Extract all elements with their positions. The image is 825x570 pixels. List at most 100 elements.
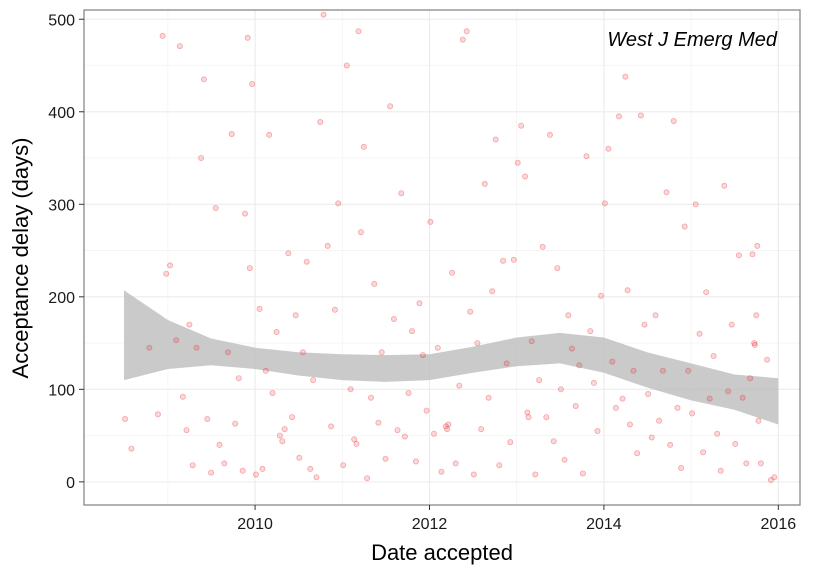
data-point [364, 475, 371, 482]
data-point [587, 328, 594, 335]
data-point [601, 200, 608, 207]
data-point [751, 340, 758, 347]
data-point [678, 464, 685, 471]
data-point [605, 145, 612, 152]
data-point [496, 462, 503, 469]
data-point [259, 465, 266, 472]
data-point [232, 420, 239, 427]
data-point [624, 287, 631, 294]
confidence-ribbon [124, 290, 779, 425]
data-point [331, 306, 338, 313]
data-point [478, 426, 485, 433]
data-point [710, 352, 717, 359]
data-point [747, 375, 754, 382]
data-point [353, 440, 360, 447]
data-point [550, 438, 557, 445]
data-point [269, 389, 276, 396]
data-point [310, 377, 317, 384]
data-point [256, 305, 263, 312]
y-tick-label: 300 [48, 197, 75, 214]
y-tick-label: 100 [48, 382, 75, 399]
data-point [228, 130, 235, 137]
data-point [725, 388, 732, 395]
data-point [367, 394, 374, 401]
data-point [771, 474, 778, 481]
data-point [583, 153, 590, 160]
data-point [739, 394, 746, 401]
data-point [557, 386, 564, 393]
data-point [239, 467, 246, 474]
data-point [303, 258, 310, 265]
data-point [652, 312, 659, 319]
data-point [670, 118, 677, 125]
data-point [299, 349, 306, 356]
y-axis: 0 100 200 300 400 500 [48, 12, 84, 492]
data-point [721, 182, 728, 189]
data-point [692, 201, 699, 208]
data-point [753, 312, 760, 319]
data-point [554, 265, 561, 272]
data-point [536, 377, 543, 384]
x-axis-title: Date accepted [371, 540, 513, 565]
x-tick-label: 2016 [761, 516, 797, 533]
data-point [378, 349, 385, 356]
data-point [189, 462, 196, 469]
data-point [612, 404, 619, 411]
y-tick-label: 200 [48, 290, 75, 307]
data-point [405, 389, 412, 396]
data-point [500, 257, 507, 264]
data-point [122, 415, 129, 422]
data-point [423, 407, 430, 414]
data-point [532, 471, 539, 478]
data-point [173, 337, 180, 344]
data-point [208, 469, 215, 476]
data-point [755, 417, 762, 424]
data-point [176, 43, 183, 50]
data-point [235, 375, 242, 382]
data-point [689, 410, 696, 417]
data-point [470, 471, 477, 478]
data-point [626, 421, 633, 428]
data-point [459, 36, 466, 43]
data-point [285, 250, 292, 257]
data-point [732, 440, 739, 447]
y-tick-label: 500 [48, 12, 75, 29]
data-point [244, 34, 251, 41]
data-point [212, 204, 219, 211]
data-point [444, 426, 451, 433]
data-point [456, 382, 463, 389]
data-point [767, 476, 774, 483]
data-point [375, 419, 382, 426]
data-point [225, 349, 232, 356]
data-point [659, 367, 666, 374]
data-point [307, 465, 314, 472]
data-point [289, 414, 296, 421]
data-point [590, 379, 597, 386]
data-point [249, 81, 256, 88]
data-point [360, 143, 367, 150]
data-point [522, 173, 529, 180]
data-point [481, 180, 488, 187]
data-point [674, 404, 681, 411]
data-point [696, 330, 703, 337]
data-point [317, 119, 324, 126]
data-point [128, 445, 135, 452]
data-point [408, 328, 415, 335]
data-point [357, 229, 364, 236]
data-point [622, 73, 629, 80]
data-point [663, 189, 670, 196]
data-point [539, 243, 546, 250]
data-point [757, 460, 764, 467]
data-point [445, 421, 452, 428]
data-point [296, 454, 303, 461]
data-point [179, 393, 186, 400]
data-point [728, 321, 735, 328]
data-point [528, 338, 535, 345]
data-point [382, 455, 389, 462]
data-point [320, 11, 327, 18]
data-point [442, 423, 449, 430]
data-point [681, 223, 688, 230]
smooth-confidence-band [124, 290, 779, 425]
data-point [241, 210, 248, 217]
